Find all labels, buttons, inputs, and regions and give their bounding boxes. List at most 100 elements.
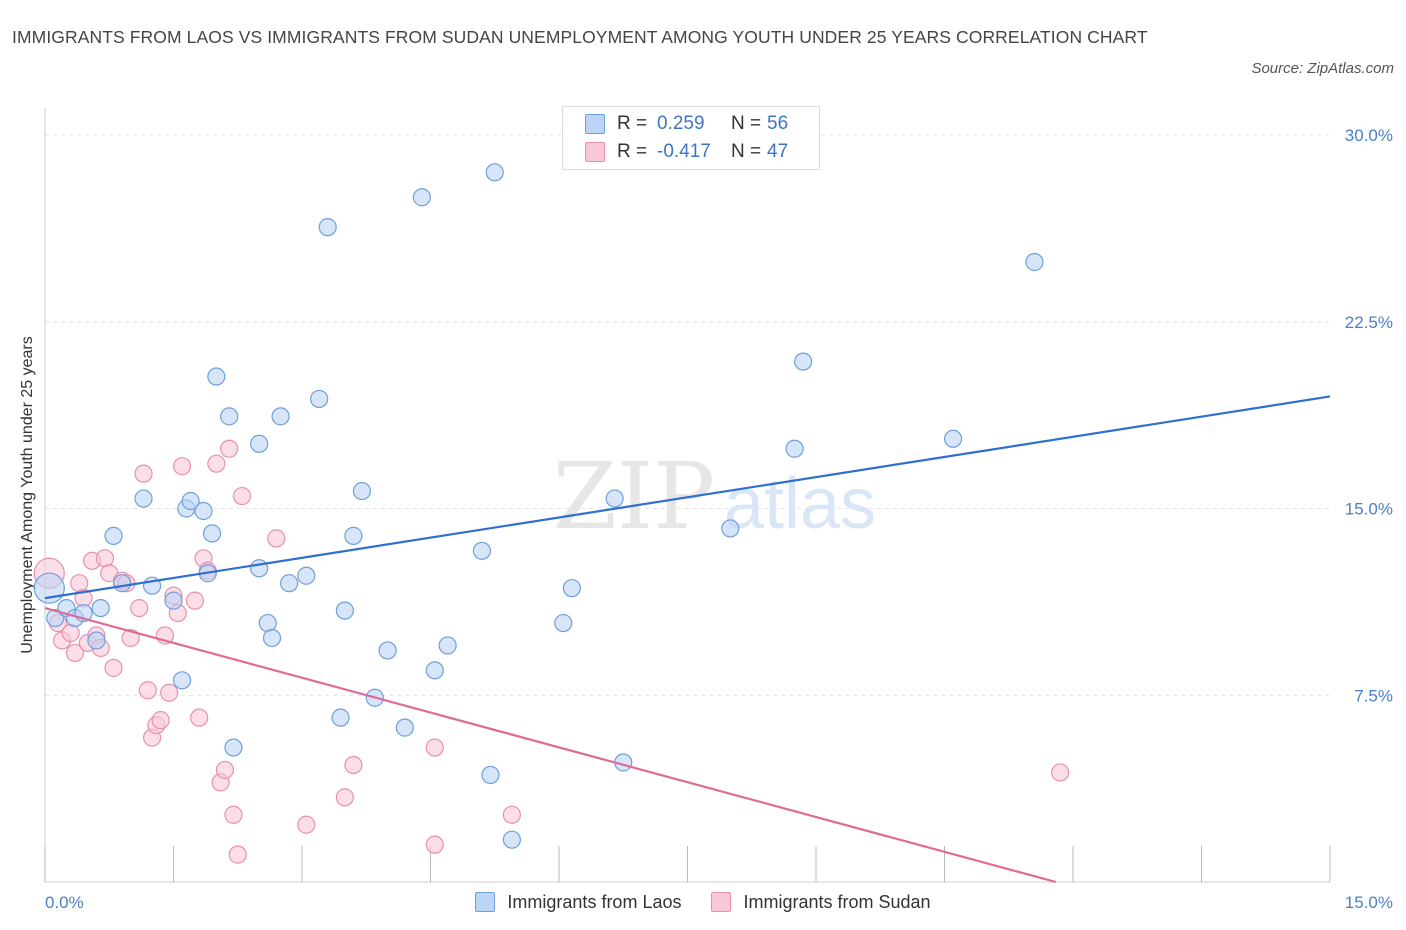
laos-point-28 bbox=[310, 389, 329, 409]
sudan-points bbox=[33, 439, 1070, 864]
laos-legend-swatch bbox=[475, 892, 496, 912]
laos-point-16 bbox=[194, 501, 213, 521]
laos-point-14 bbox=[181, 491, 200, 511]
laos-point-0 bbox=[33, 572, 65, 604]
laos-point-22 bbox=[250, 434, 269, 453]
laos-point-44 bbox=[554, 613, 573, 633]
sudan-r-value: -0.417 bbox=[657, 141, 711, 162]
series-legend: Immigrants from Laos Immigrants from Sud… bbox=[0, 889, 1406, 915]
laos-point-43 bbox=[502, 830, 521, 849]
source-note: Source: ZipAtlas.com bbox=[1251, 60, 1394, 77]
laos-point-48 bbox=[721, 519, 740, 538]
sudan-point-36 bbox=[224, 805, 243, 824]
laos-swatch bbox=[585, 114, 605, 134]
chart-title: IMMIGRANTS FROM LAOS VS IMMIGRANTS FROM … bbox=[12, 27, 1148, 47]
sudan-point-42 bbox=[344, 755, 363, 775]
laos-point-32 bbox=[344, 526, 363, 545]
sudan-point-3 bbox=[61, 623, 80, 643]
sudan-point-32 bbox=[207, 454, 226, 473]
laos-points bbox=[33, 163, 1044, 849]
laos-point-52 bbox=[1025, 252, 1044, 272]
sudan-point-28 bbox=[185, 591, 205, 610]
sudan-r-label: R = bbox=[617, 141, 648, 162]
laos-point-29 bbox=[318, 218, 337, 237]
x-tick-label-0: 0.0% bbox=[45, 893, 84, 912]
x-tick-label-1: 15.0% bbox=[1345, 893, 1393, 912]
laos-point-11 bbox=[164, 591, 183, 610]
sudan-swatch bbox=[585, 142, 605, 162]
sudan-point-29 bbox=[190, 708, 209, 727]
sudan-point-16 bbox=[121, 628, 140, 648]
laos-r-value: 0.259 bbox=[657, 113, 705, 134]
laos-point-13 bbox=[172, 671, 192, 690]
sudan-point-27 bbox=[172, 457, 192, 476]
y-tick-label-0: 7.5% bbox=[1354, 686, 1393, 705]
sudan-point-34 bbox=[215, 760, 234, 780]
laos-point-51 bbox=[943, 429, 963, 448]
laos-n-label: N = bbox=[731, 113, 762, 134]
sudan-point-43 bbox=[425, 835, 444, 854]
laos-point-24 bbox=[262, 628, 282, 648]
laos-point-18 bbox=[207, 367, 226, 386]
laos-point-36 bbox=[395, 718, 414, 737]
laos-point-9 bbox=[134, 489, 153, 508]
laos-point-19 bbox=[220, 407, 239, 426]
sudan-point-11 bbox=[95, 549, 115, 568]
laos-point-37 bbox=[412, 188, 432, 207]
laos-point-8 bbox=[112, 574, 132, 593]
laos-point-46 bbox=[605, 489, 624, 508]
sudan-point-39 bbox=[267, 529, 286, 548]
legend-item-sudan[interactable]: Immigrants from Sudan bbox=[711, 891, 931, 913]
sudan-n-label: N = bbox=[731, 141, 762, 162]
laos-point-33 bbox=[352, 481, 372, 501]
sudan-point-5 bbox=[70, 574, 89, 593]
trend-layer bbox=[44, 395, 1331, 884]
sudan-legend-swatch bbox=[711, 892, 732, 912]
legend-item-laos[interactable]: Immigrants from Laos bbox=[475, 892, 681, 913]
sudan-point-37 bbox=[228, 845, 247, 864]
laos-point-49 bbox=[785, 439, 804, 458]
axes-layer bbox=[44, 108, 1331, 883]
sudan-point-13 bbox=[104, 658, 123, 677]
sudan-point-35 bbox=[220, 439, 239, 458]
laos-point-17 bbox=[202, 524, 222, 543]
sudan-point-41 bbox=[335, 788, 354, 807]
laos-point-26 bbox=[280, 574, 299, 593]
laos-point-20 bbox=[224, 738, 243, 757]
sudan-legend-label: Immigrants from Sudan bbox=[743, 891, 931, 912]
sudan-n-value: 47 bbox=[767, 141, 789, 162]
laos-point-6 bbox=[91, 598, 110, 618]
laos-point-31 bbox=[335, 601, 354, 620]
laos-point-45 bbox=[562, 579, 581, 598]
sudan-point-45 bbox=[502, 805, 521, 824]
laos-point-25 bbox=[271, 407, 290, 426]
y-tick-label-2: 22.5% bbox=[1345, 313, 1393, 332]
laos-trend-line bbox=[44, 395, 1331, 600]
y-tick-label-1: 15.0% bbox=[1345, 500, 1393, 519]
sudan-point-19 bbox=[138, 681, 157, 700]
laos-point-50 bbox=[794, 352, 813, 371]
laos-point-39 bbox=[438, 636, 457, 655]
laos-point-35 bbox=[378, 641, 397, 660]
y-tick-label-3: 30.0% bbox=[1345, 126, 1393, 145]
laos-point-40 bbox=[472, 541, 491, 560]
laos-r-label: R = bbox=[617, 113, 648, 134]
sudan-point-18 bbox=[134, 464, 153, 483]
laos-point-30 bbox=[331, 708, 350, 727]
correlation-legend: R = 0.259 N = 56 R = -0.417 N = 47 bbox=[562, 106, 820, 170]
sudan-point-17 bbox=[130, 598, 149, 618]
sudan-trend-line bbox=[44, 607, 1057, 884]
tick-labels: 7.5% 15.0% 22.5% 30.0% 0.0% 15.0% bbox=[45, 126, 1393, 912]
sudan-point-24 bbox=[160, 683, 179, 702]
laos-point-38 bbox=[425, 661, 444, 680]
laos-n-value: 56 bbox=[767, 113, 789, 134]
laos-point-5 bbox=[87, 631, 106, 650]
laos-point-7 bbox=[104, 526, 123, 545]
laos-point-41 bbox=[481, 765, 500, 785]
laos-point-23 bbox=[258, 613, 277, 633]
sudan-point-46 bbox=[1051, 763, 1070, 782]
sudan-point-4 bbox=[65, 643, 85, 663]
laos-legend-label: Immigrants from Laos bbox=[507, 891, 682, 912]
watermark-atlas: atlas bbox=[724, 464, 876, 544]
